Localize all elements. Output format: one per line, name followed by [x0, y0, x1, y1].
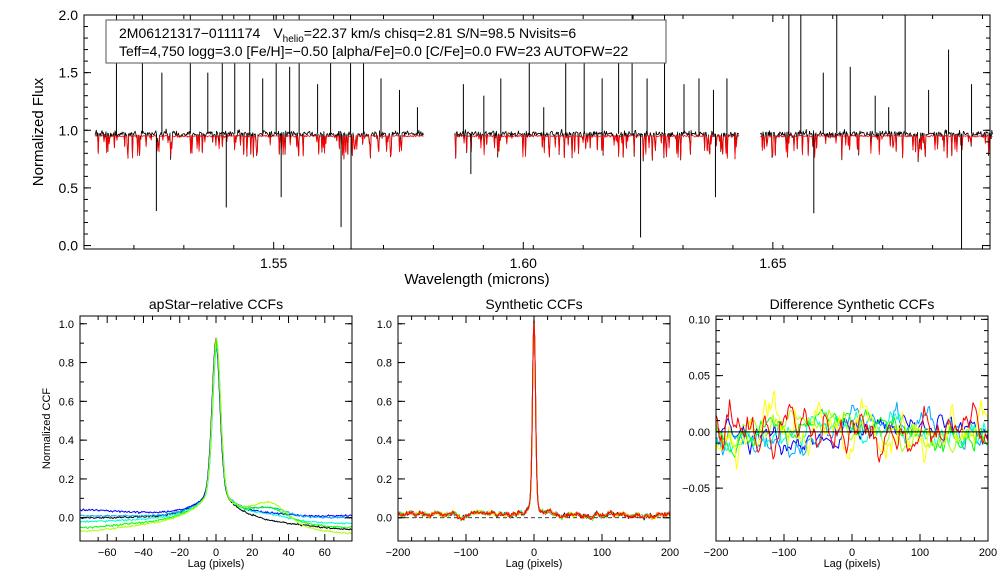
- apstar-ccf-x-tick-label: 0: [213, 547, 219, 559]
- synthetic-ccf-plot-frame: [397, 315, 671, 542]
- model-spectrum-chip-3: [760, 134, 993, 160]
- apstar-ccf-y-tick-label: 0.4: [59, 435, 74, 447]
- spectrum-plot-frame: [83, 14, 991, 250]
- v-helio-label: V: [273, 25, 283, 41]
- apstar-ccf-x-tick-label: 40: [282, 547, 294, 559]
- apstar-ccf-ticks: −60 −40 −20 0 20 40 60 0.0 0.2 0.4 0.6 0.8 1.0: [59, 316, 353, 559]
- v-helio-subscript: helio: [283, 34, 305, 45]
- synthetic-ccf-plot-area: [397, 318, 671, 522]
- synthetic-ccf-x-tick-label: 200: [661, 547, 679, 559]
- observed-spectrum-chip-3: [760, 128, 993, 163]
- synthetic-ccf-y-tick-label: 0.8: [377, 358, 392, 370]
- observed-spectrum-chip-1: [94, 128, 424, 160]
- spectrum-panel: 1.55 1.60 1.65 0.0 0.5 1.0 1.5 2.0 Wavelength (…: [30, 7, 993, 288]
- model-spectrum-chip-2: [454, 134, 740, 160]
- apstar-ccf-y-tick-label: 0.8: [59, 358, 74, 370]
- synthetic-ccf-y-tick-label: 0.0: [377, 513, 392, 525]
- synthetic-ccf-line-2: [397, 320, 671, 521]
- synthetic-ccf-y-tick-label: 0.6: [377, 396, 392, 408]
- difference-ccf-x-axis-label: Lag (pixels): [824, 558, 881, 570]
- synthetic-ccf-panel: Synthetic CCFs −200 −100 0 100 200 0.0 0.2 0.4 0…: [377, 296, 679, 570]
- spectrum-x-tick-label: 1.65: [759, 255, 786, 271]
- apstar-ccf-line-1: [79, 337, 352, 531]
- synthetic-ccf-y-tick-label: 1.0: [377, 319, 392, 331]
- spectrum-y-tick-label: 1.0: [59, 122, 79, 138]
- synthetic-ccf-ticks: −200 −100 0 100 200 0.0 0.2 0.4 0.6 0.8 1.0: [377, 316, 679, 559]
- spectrum-ticks: 1.55 1.60 1.65 0.0 0.5 1.0 1.5 2.0: [59, 7, 990, 271]
- spectrum-x-tick-label: 1.60: [510, 255, 537, 271]
- synthetic-ccf-title: Synthetic CCFs: [485, 296, 582, 312]
- synthetic-ccf-line-7: [397, 320, 671, 521]
- legend-line-1: 2M06121317−0111174 Vhelio=22.37 km/s chis…: [119, 25, 576, 45]
- spectrum-y-axis-label: Normalized Flux: [30, 77, 47, 186]
- legend-line-1-rest: =22.37 km/s chisq=2.81 S/N=98.5 Nvisits=…: [304, 25, 577, 41]
- difference-ccf-line-7: [715, 399, 989, 463]
- synthetic-ccf-line-5: [398, 320, 671, 521]
- difference-ccf-x-tick-label: −200: [704, 547, 729, 559]
- difference-ccf-title: Difference Synthetic CCFs: [770, 296, 935, 312]
- apstar-ccf-line-3: [79, 342, 353, 519]
- model-spectrum-chip-1: [94, 134, 424, 160]
- synthetic-ccf-x-tick-label: 100: [593, 547, 611, 559]
- difference-ccf-x-tick-label: 0: [849, 547, 855, 559]
- difference-ccf-line-6: [715, 390, 989, 470]
- apstar-ccf-y-tick-label: 0.6: [59, 396, 74, 408]
- synthetic-ccf-y-tick-label: 0.2: [377, 474, 392, 486]
- synthetic-ccf-line-3: [397, 321, 671, 522]
- spectrum-x-tick-label: 1.55: [260, 255, 287, 271]
- apstar-ccf-x-tick-label: 20: [246, 547, 258, 559]
- difference-ccf-ticks: −200 −100 0 100 200 −0.05 0.00 0.05 0.10: [682, 314, 997, 559]
- synthetic-ccf-x-axis-label: Lag (pixels): [506, 558, 563, 570]
- apstar-ccf-x-tick-label: −40: [134, 547, 153, 559]
- spectrum-y-tick-label: 0.5: [59, 180, 79, 196]
- apstar-ccf-y-tick-label: 0.0: [59, 513, 74, 525]
- difference-ccf-plot-area: [715, 390, 989, 470]
- legend-box: [105, 19, 667, 64]
- synthetic-ccf-x-tick-label: −200: [386, 547, 411, 559]
- apstar-ccf-line-4: [79, 345, 353, 525]
- synthetic-ccf-x-tick-label: −100: [454, 547, 479, 559]
- difference-ccf-y-tick-label: −0.05: [682, 483, 710, 495]
- apstar-ccf-y-tick-label: 0.2: [59, 474, 74, 486]
- apstar-ccf-x-tick-label: −60: [98, 547, 117, 559]
- apstar-ccf-line-2: [79, 342, 353, 518]
- spectrum-y-tick-label: 0.0: [59, 238, 79, 254]
- spectrum-legend: 2M06121317−0111174 Vhelio=22.37 km/s chis…: [105, 19, 667, 64]
- apstar-ccf-x-tick-label: 60: [319, 547, 331, 559]
- difference-ccf-x-tick-label: 200: [979, 547, 997, 559]
- difference-ccf-line-5: [715, 409, 989, 453]
- synthetic-ccf-line-6: [397, 321, 671, 521]
- apstar-ccf-y-axis-label: Normalized CCF: [41, 388, 53, 470]
- difference-ccf-y-tick-label: 0.10: [689, 314, 710, 326]
- synthetic-ccf-line-8: [397, 319, 671, 521]
- apstar-ccf-plot-area: [79, 337, 353, 535]
- spectrum-x-axis-label: Wavelength (microns): [404, 271, 549, 288]
- spectrum-y-tick-label: 2.0: [59, 7, 79, 23]
- difference-ccf-panel: Difference Synthetic CCFs −200 −100 0 100 20…: [682, 296, 997, 570]
- apstar-ccf-line-6: [79, 338, 353, 535]
- difference-ccf-line-4: [715, 408, 989, 458]
- apstar-ccf-x-tick-label: −20: [170, 547, 189, 559]
- apstar-ccf-y-tick-label: 1.0: [59, 319, 74, 331]
- apstar-ccf-panel: apStar−relative CCFs −60 −40 −20 0 20 40 60 0.0…: [41, 296, 353, 570]
- observed-spectrum-chip-2: [454, 128, 740, 162]
- synthetic-ccf-line-1: [397, 318, 671, 521]
- legend-line-2: Teff=4,750 logg=3.0 [Fe/H]=−0.50 [alpha/…: [119, 43, 628, 59]
- synthetic-ccf-x-tick-label: 0: [531, 547, 537, 559]
- difference-ccf-x-tick-label: −100: [772, 547, 797, 559]
- difference-ccf-y-tick-label: 0.00: [689, 427, 710, 439]
- difference-ccf-y-tick-label: 0.05: [689, 371, 710, 383]
- apstar-ccf-title: apStar−relative CCFs: [149, 296, 283, 312]
- difference-ccf-x-tick-label: 100: [911, 547, 929, 559]
- synthetic-ccf-y-tick-label: 0.4: [377, 435, 392, 447]
- apstar-ccf-line-5: [79, 341, 353, 529]
- apstar-ccf-x-axis-label: Lag (pixels): [188, 558, 245, 570]
- star-id: 2M06121317−0111174: [119, 25, 261, 41]
- spectrum-y-tick-label: 1.5: [59, 65, 79, 81]
- synthetic-ccf-line-4: [397, 322, 671, 521]
